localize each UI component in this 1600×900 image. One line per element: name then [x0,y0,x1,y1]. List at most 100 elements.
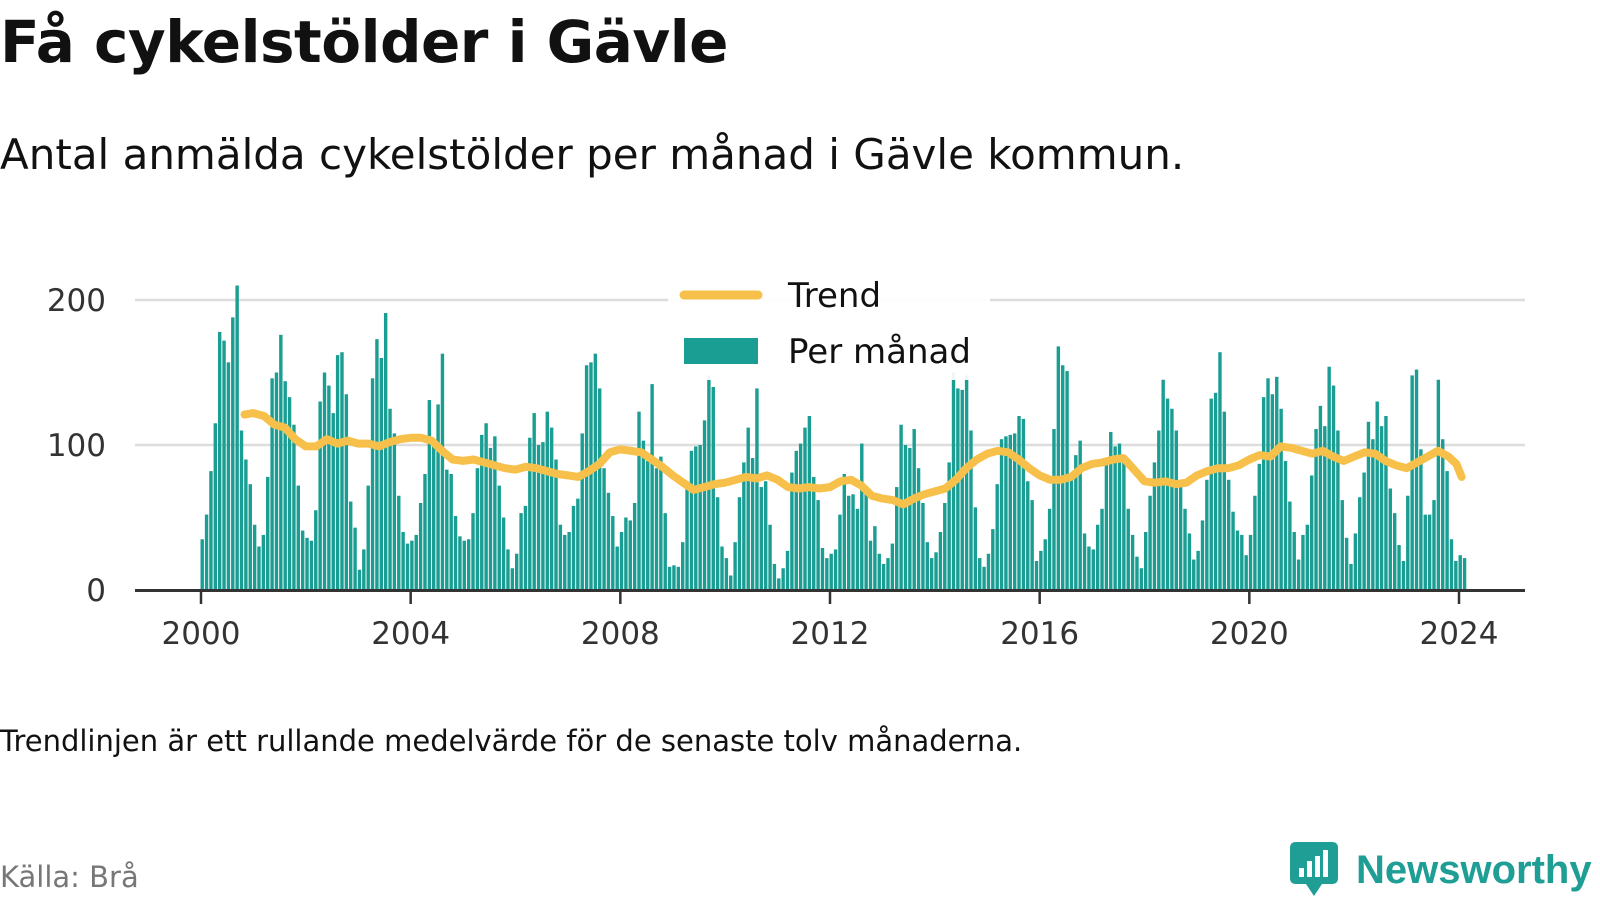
bar-month [279,334,283,590]
bar-month [812,476,816,590]
bar-month [1017,416,1021,590]
bar-month [943,503,947,590]
bar-month [619,532,624,590]
bar-month [938,532,943,590]
bar-month [720,546,724,590]
bar-month [615,546,619,590]
bar-month [755,388,759,590]
bar-month [650,384,654,590]
bar-month [890,543,895,590]
bar-month [873,526,877,590]
bar-month [305,537,309,590]
bar-month [418,503,423,590]
bar-month [729,575,733,590]
bar-series-per-manad [200,285,1467,590]
bar-month [1087,546,1091,590]
bar-month [558,524,563,590]
bar-month [331,413,335,590]
bar-month [1187,533,1192,590]
bar-month [1095,524,1100,590]
bar-month [488,447,493,590]
bar-month [200,539,204,590]
x-tick-label: 2008 [581,616,660,652]
legend-label-trend: Trend [787,276,881,316]
bar-month [506,549,510,590]
bar-month [327,385,331,590]
bar-month [1091,549,1095,590]
bar-month [794,450,798,590]
bar-month [597,388,602,590]
bar-month [248,484,252,590]
bar-month [1026,481,1030,590]
bar-month [1371,439,1375,590]
bar-month [309,540,314,590]
bar-month [571,505,576,590]
bar-month [1323,426,1327,590]
y-tick-label: 0 [86,573,106,609]
bar-month [1152,462,1157,590]
bar-month [790,472,794,590]
bar-month [886,558,890,590]
bar-month [340,352,344,590]
bar-month [1126,508,1130,590]
bar-month [296,485,301,590]
bar-month [1375,401,1379,590]
bar-month [226,362,231,590]
bar-month [860,443,864,590]
x-tick-label: 2020 [1210,616,1289,652]
bar-month [349,501,353,590]
bar-month [1135,556,1139,590]
chart-subtitle: Antal anmälda cykelstölder per månad i G… [0,130,1185,179]
bar-month [436,404,440,590]
bar-month [1222,411,1227,590]
bar-month [929,558,934,590]
trend-line-series [240,409,1466,509]
bar-month [401,532,405,590]
bar-month [1257,463,1261,590]
bar-month [379,358,383,590]
bar-month [1113,446,1117,590]
bar-month [1301,534,1305,590]
bar-month [912,429,916,590]
bar-month [440,353,445,590]
bar-month [335,355,340,590]
bar-month [458,536,462,590]
bar-month [956,388,960,590]
bar-month [344,394,349,590]
bar-month [624,517,628,590]
bar-month [868,540,873,590]
bar-month [1209,398,1213,590]
source-label: Källa: Brå [0,860,139,894]
bar-month [1082,533,1087,590]
bar-month [523,505,528,590]
bar-month [1157,430,1161,590]
bar-month [1130,534,1135,590]
bar-month [694,446,698,590]
bar-month [475,468,480,590]
bar-month [1336,430,1340,590]
bar-month [659,456,663,590]
bar-month [846,495,851,590]
bar-month [405,543,410,590]
bar-month [1419,449,1423,590]
bar-month [1388,488,1393,590]
bar-month [449,474,453,590]
bar-month [528,437,532,590]
bar-month [445,469,449,590]
bar-month [1441,439,1445,590]
bar-month [781,568,785,590]
bar-month [1318,405,1323,590]
bar-month [986,553,991,590]
bar-month [1292,532,1296,590]
bar-month [982,566,986,590]
bar-month [903,445,908,590]
bar-month [1401,561,1406,590]
bar-month [750,458,755,590]
bar-month [855,508,860,590]
bar-month [519,513,523,590]
bar-month [833,549,838,590]
bar-month [646,460,650,590]
bar-month [1248,534,1253,590]
bar-month [1104,458,1109,590]
bar-month [366,485,370,590]
